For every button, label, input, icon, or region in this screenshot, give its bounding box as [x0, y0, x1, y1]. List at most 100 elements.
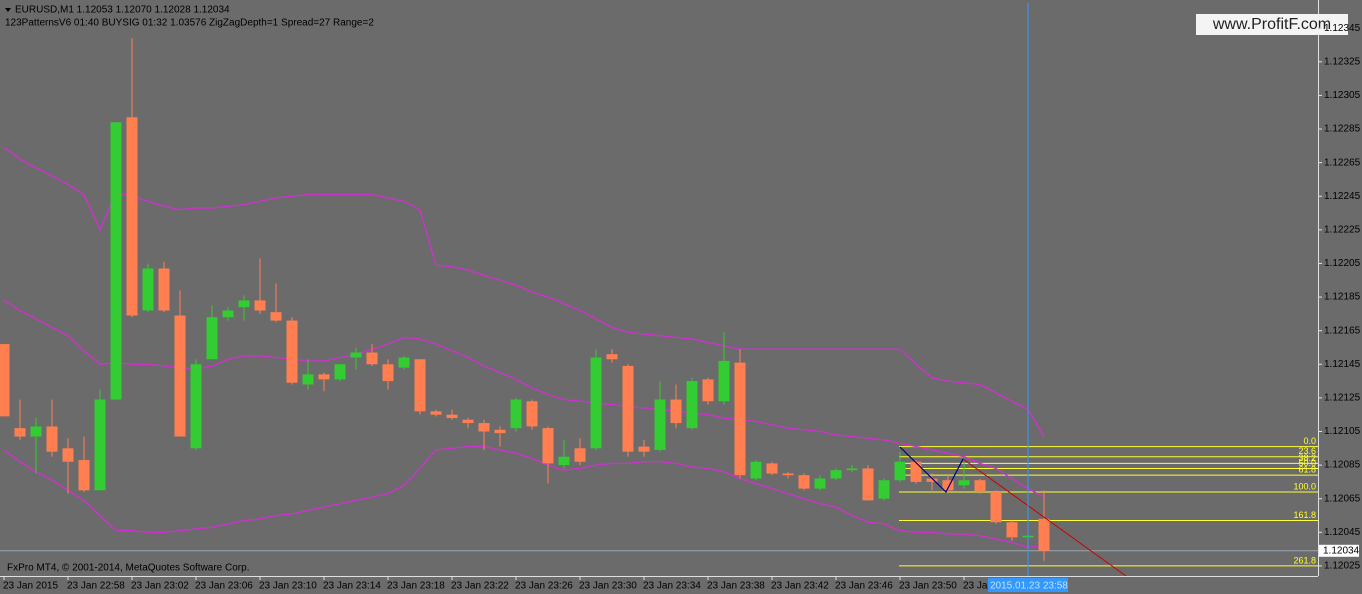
candle-body	[286, 320, 298, 383]
y-tick-label: 1.12025	[1324, 561, 1361, 572]
plot-area	[0, 38, 1318, 567]
y-tick-label: 1.12065	[1324, 493, 1361, 504]
candle-body	[30, 426, 42, 437]
candle-body	[910, 461, 922, 482]
candle-body	[942, 480, 954, 491]
candle-body	[478, 423, 490, 432]
y-tick-label: 1.12265	[1324, 157, 1361, 168]
y-tick-label: 1.12165	[1324, 325, 1361, 336]
candle-body	[270, 312, 282, 321]
band-line	[3, 146, 1045, 437]
candle-body	[654, 399, 666, 450]
symbol-header: EURUSD,M1 1.12053 1.12070 1.12028 1.1203…	[15, 5, 230, 16]
candle-body	[14, 428, 26, 437]
copyright: FxPro MT4, © 2001-2014, MetaQuotes Softw…	[7, 563, 249, 574]
candle-body	[142, 268, 154, 311]
candle-body	[718, 360, 730, 402]
candle-body	[382, 364, 394, 382]
last-price-label: 1.12034	[1323, 545, 1360, 556]
candle-body	[494, 429, 506, 434]
x-tick-label: 23 Jan 23:42	[771, 581, 829, 592]
candle-body	[398, 357, 410, 368]
fibo-label: 61.8	[1298, 465, 1316, 475]
candle-body	[894, 461, 906, 481]
candle-body	[510, 399, 522, 429]
last-price-box	[1319, 544, 1359, 557]
candle-body	[702, 379, 714, 402]
candle-body	[206, 317, 218, 360]
candle-body	[622, 365, 634, 452]
fibo-label: 100.0	[1293, 481, 1316, 491]
indicator-header: 123PatternsV6 01:40 BUYSIG 01:32 1.03576…	[5, 18, 374, 29]
candle-body	[958, 480, 970, 486]
zigzag-line	[899, 446, 964, 493]
candle-body	[670, 399, 682, 424]
y-tick-label: 1.12285	[1324, 124, 1361, 135]
candle-body	[46, 426, 58, 452]
x-tick-label: 23 Jan 23:02	[131, 581, 189, 592]
fibo-label: 161.8	[1293, 510, 1316, 520]
menu-triangle[interactable]	[5, 8, 11, 12]
candle-body	[366, 352, 378, 365]
x-tick-label: 23 Jan 23:10	[259, 581, 317, 592]
fibo-label: 38.2	[1298, 453, 1316, 463]
candle-body	[350, 352, 362, 358]
y-tick-label: 1.12305	[1324, 90, 1361, 101]
candle-body	[430, 411, 442, 415]
watermark-box	[1196, 14, 1348, 35]
x-tick-label: 23 Jan 23:22	[451, 581, 509, 592]
candle-body	[126, 117, 138, 316]
candle-body	[862, 468, 874, 501]
y-tick-label: 1.12085	[1324, 460, 1361, 471]
candle-body	[1006, 522, 1018, 538]
candle-body	[254, 300, 266, 311]
candle-body	[878, 480, 890, 499]
candle-body	[766, 463, 778, 474]
candle-body	[302, 374, 314, 385]
candle-body	[590, 357, 602, 449]
candle-body	[558, 456, 570, 466]
candle-body	[542, 428, 554, 464]
x-tick-label: 23 Jan 23:18	[387, 581, 445, 592]
candle-body	[814, 478, 826, 489]
y-tick-label: 1.12105	[1324, 426, 1361, 437]
candle-body	[0, 344, 10, 417]
x-tick-label: 23 Jan 2015	[3, 581, 58, 592]
crosshair-label-box	[988, 578, 1068, 592]
candle-body	[638, 446, 650, 452]
candle-body	[750, 461, 762, 479]
candle-body	[734, 362, 746, 476]
candle-body	[414, 359, 426, 412]
candle-body	[974, 480, 986, 492]
x-tick-label: 23 Jan 23:06	[195, 581, 253, 592]
candle-body	[574, 448, 586, 462]
candle-body	[526, 401, 538, 427]
y-tick-label: 1.12245	[1324, 191, 1361, 202]
x-tick-label: 23 Jan 23:50	[899, 581, 957, 592]
fibo-label: 0.0	[1303, 436, 1316, 446]
candle-body	[798, 475, 810, 489]
x-tick-label: 23 Jan 23:46	[835, 581, 893, 592]
y-tick-label: 1.12045	[1324, 527, 1361, 538]
x-tick-label: 23 Jan 23:26	[515, 581, 573, 592]
candle-body	[158, 268, 170, 311]
x-tick-label: 23 Jan 23:30	[579, 581, 637, 592]
candle-body	[190, 364, 202, 449]
y-tick-label: 1.12205	[1324, 258, 1361, 269]
y-tick-label: 1.12125	[1324, 393, 1361, 404]
x-tick-label: 23 Jan 23:34	[643, 581, 701, 592]
candle-body	[606, 354, 618, 360]
fibo-label: 23.6	[1298, 446, 1316, 456]
x-tick-label: 23 Jan 22:58	[67, 581, 125, 592]
candle-body	[334, 364, 346, 380]
fibo-label: 261.8	[1293, 555, 1316, 565]
candle-body	[1038, 518, 1050, 551]
candle-body	[686, 381, 698, 429]
candle-body	[990, 491, 1002, 523]
candle-body	[238, 300, 250, 308]
candle-body	[462, 419, 474, 424]
candle-body	[926, 478, 938, 482]
